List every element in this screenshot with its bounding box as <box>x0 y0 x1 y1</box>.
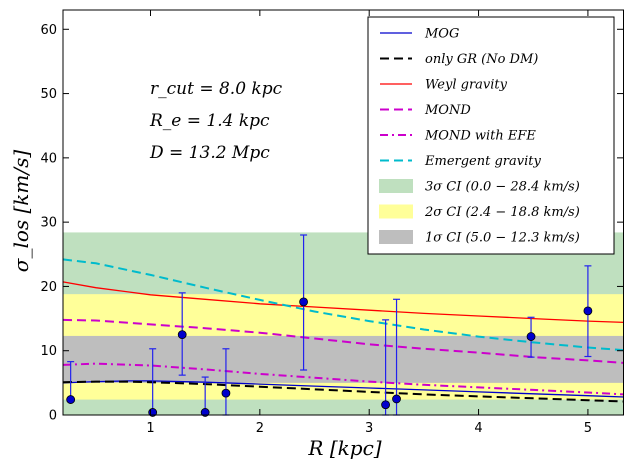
legend-label-2: only GR (No DM) <box>425 52 538 67</box>
data-points <box>66 297 593 417</box>
data-point-7 <box>381 400 391 410</box>
legend: MOG only GR (No DM) Weyl gravity MOND MOND w… <box>367 16 615 255</box>
data-point-5 <box>221 388 231 398</box>
series-line-5 <box>62 362 624 396</box>
y-tick-label: 20 <box>40 280 57 295</box>
legend-label-3: Weyl gravity <box>425 78 508 93</box>
legend-swatch-band-1 <box>379 179 413 193</box>
legend-swatch-band-2 <box>379 204 413 219</box>
legend-label-6: Emergent gravity <box>424 154 541 169</box>
legend-label-4: MOND <box>424 103 471 118</box>
series-line-1 <box>62 380 624 398</box>
y-tick-label: 10 <box>40 344 57 359</box>
legend-label-band-3: 1σ CI (5.0 − 12.3 km/s) <box>425 231 580 246</box>
y-tick-label: 60 <box>40 23 57 38</box>
annotation-distance: D = 13.2 Mpc <box>149 143 270 163</box>
y-axis-label: σ_los [km/s] <box>9 150 33 273</box>
x-tick-label: 3 <box>365 421 373 436</box>
series-line-2 <box>62 380 624 403</box>
series-line-6 <box>62 258 624 352</box>
x-tick-label: 1 <box>146 421 154 436</box>
y-tick-label: 50 <box>40 87 57 102</box>
data-point-4 <box>200 408 210 417</box>
x-axis-label: R [kpc] <box>307 436 381 460</box>
y-tick-label: 0 <box>49 409 57 424</box>
y-tick-label: 30 <box>40 216 57 231</box>
data-point-8 <box>392 394 401 404</box>
data-point-1 <box>66 395 76 404</box>
data-point-3 <box>177 330 187 340</box>
annotation-re: R_e = 1.4 kpc <box>149 111 270 131</box>
model-curves <box>62 258 624 403</box>
x-tick-label: 2 <box>256 421 264 436</box>
series-line-4 <box>62 318 624 364</box>
x-tick-label: 4 <box>474 421 482 436</box>
error-bars <box>67 234 592 416</box>
legend-label-1: MOG <box>424 27 459 42</box>
legend-swatch-band-3 <box>379 230 413 244</box>
legend-label-band-1: 3σ CI (0.0 − 28.4 km/s) <box>425 180 580 195</box>
data-point-6 <box>299 297 308 307</box>
x-tick-label: 5 <box>584 421 592 436</box>
legend-label-5: MOND with EFE <box>424 129 536 144</box>
series-line-3 <box>62 281 624 324</box>
annotation-rcut: r_cut = 8.0 kpc <box>150 79 283 99</box>
legend-label-band-2: 2σ CI (2.4 − 18.8 km/s) <box>424 205 580 220</box>
data-point-10 <box>583 306 593 316</box>
y-tick-label: 40 <box>40 151 57 166</box>
data-point-9 <box>526 332 536 341</box>
